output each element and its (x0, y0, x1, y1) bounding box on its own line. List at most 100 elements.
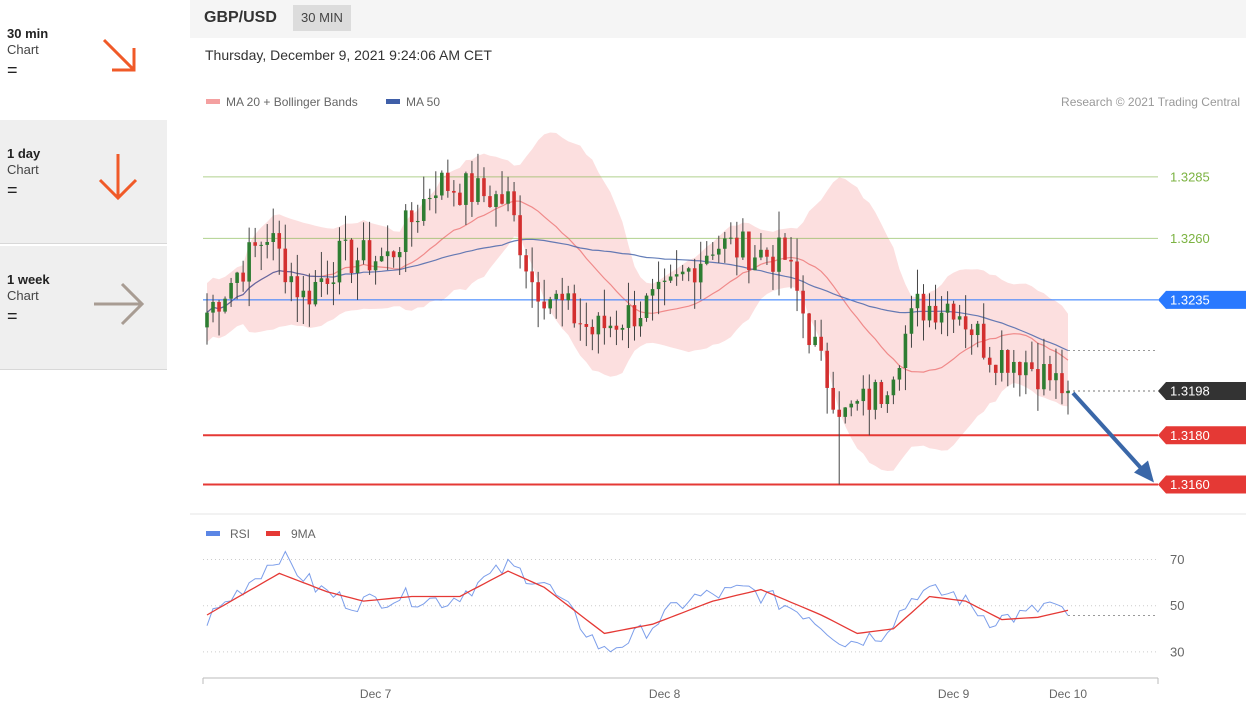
timeframe-badge[interactable]: 30 MIN (293, 5, 351, 31)
support-level-tag (1158, 426, 1246, 445)
current-level-label: 1.3198 (1170, 383, 1210, 398)
bull-candle (741, 231, 745, 258)
bull-candle (753, 257, 757, 271)
timeframe-1day[interactable]: 1 day Chart = (0, 120, 167, 244)
bull-candle (229, 282, 233, 299)
bull-candle (259, 244, 263, 246)
bull-candle (716, 248, 721, 255)
bear-candle (512, 191, 516, 216)
bull-candle (915, 293, 920, 309)
timeframe-title: 1 week (7, 272, 50, 287)
bull-candle (897, 368, 902, 380)
timeframe-eq: = (7, 306, 18, 326)
bull-candle (434, 195, 438, 199)
bull-candle (313, 281, 318, 305)
bull-candle (1042, 364, 1046, 390)
rsi-panel: 30 50 70 (203, 550, 1184, 659)
forecast-arrowhead (1134, 460, 1154, 483)
bear-candle (518, 215, 522, 256)
bull-candle (729, 237, 733, 239)
chart-datetime: Thursday, December 9, 2021 9:24:06 AM CE… (205, 47, 492, 63)
bear-candle (789, 259, 793, 262)
timeframe-sub: Chart (7, 42, 39, 57)
bollinger-band (207, 132, 1068, 471)
right-arrow-icon (94, 282, 145, 326)
bear-candle (807, 313, 811, 346)
bull-candle (548, 299, 552, 309)
bear-candle (488, 196, 492, 207)
bull-candle (373, 261, 378, 271)
bull-candle (723, 238, 727, 249)
bear-candle (692, 268, 697, 283)
bear-candle (470, 173, 474, 202)
timeframe-30min[interactable]: 30 min Chart = (0, 0, 167, 124)
bear-candle (536, 282, 540, 302)
bear-candle (446, 172, 450, 191)
pivot-level-tag (1158, 290, 1246, 309)
bull-candle (668, 276, 673, 281)
bull-candle (903, 333, 908, 369)
bull-candle (427, 198, 432, 200)
bull-candle (957, 316, 962, 320)
bear-candle (217, 301, 221, 312)
bull-candle (331, 282, 336, 284)
bear-candle (409, 210, 414, 223)
bear-candle (1005, 350, 1010, 373)
bull-candle (596, 315, 601, 335)
bull-candle (680, 271, 685, 275)
bear-candle (325, 278, 330, 284)
ma50-legend-label: MA 50 (406, 95, 440, 109)
timeframe-1week[interactable]: 1 week Chart = (0, 246, 167, 370)
bear-candle (837, 409, 841, 417)
bull-candle (813, 336, 817, 346)
bull-candle (1024, 362, 1028, 376)
bear-candle (747, 231, 751, 271)
rsi-tick-label: 70 (1170, 552, 1184, 567)
current-level-tag (1158, 381, 1246, 400)
bull-candle (205, 312, 209, 328)
rsi-ma-line (206, 570, 1069, 635)
bear-candle (795, 261, 799, 291)
bear-candle (530, 271, 534, 283)
bull-candle (945, 303, 950, 313)
bear-candle (349, 239, 354, 274)
bear-candle (1030, 362, 1034, 370)
bull-candle (861, 388, 866, 402)
bull-candle (704, 255, 709, 264)
bull-candle (494, 194, 498, 207)
bull-candle (939, 312, 944, 323)
bull-candle (355, 260, 360, 274)
rsi-legend-swatch (206, 531, 220, 536)
bull-candle (301, 290, 306, 298)
bear-candle (590, 326, 595, 335)
timeframe-sub: Chart (7, 162, 39, 177)
support-level-tag (1158, 475, 1246, 494)
bull-candle (247, 242, 251, 282)
bear-candle (572, 293, 577, 324)
bull-candle (656, 281, 661, 290)
bear-candle (1036, 369, 1040, 390)
bear-candle (1018, 361, 1022, 376)
timeframe-sidebar: 30 min Chart = 1 day Chart = 1 week Char… (0, 0, 167, 372)
timeframe-title: 30 min (7, 26, 49, 41)
bull-candle (265, 241, 270, 245)
bull-candle (337, 240, 342, 283)
timeframe-title: 1 day (7, 146, 41, 161)
bull-candle (686, 268, 691, 272)
ma20-legend-swatch (206, 99, 220, 104)
rsi-legend-label: RSI (230, 527, 250, 541)
bull-candle (211, 301, 215, 313)
bull-candle (759, 249, 763, 258)
bull-candle (873, 382, 878, 410)
bull-candle (909, 308, 914, 334)
bear-candle (241, 272, 245, 282)
rsi-ma-legend-label: 9MA (291, 527, 316, 541)
bear-candle (307, 290, 312, 305)
bear-candle (963, 316, 968, 330)
candles (205, 153, 1070, 485)
bull-candle (927, 305, 932, 321)
bear-candle (283, 248, 288, 283)
x-tick-label: Dec 9 (938, 687, 970, 701)
bear-candle (765, 249, 769, 257)
